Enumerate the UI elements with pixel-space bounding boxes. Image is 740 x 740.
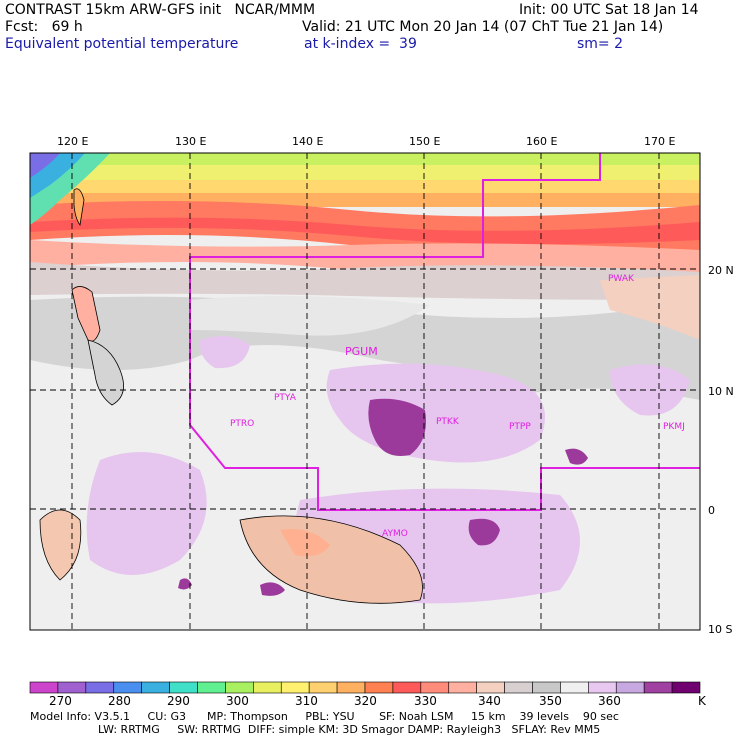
- colorbar-swatch: [113, 681, 142, 694]
- station-label: PKMJ: [663, 422, 685, 432]
- colorbar-swatch: [141, 681, 170, 694]
- station-label: AYMO: [382, 529, 408, 539]
- strong-convection: [368, 398, 426, 456]
- colorbar-swatch: [197, 681, 226, 694]
- colorbar-label: 360: [598, 694, 621, 708]
- init-time: Init: 00 UTC Sat 18 Jan 14: [519, 2, 699, 18]
- colorbar-swatch: [57, 681, 87, 694]
- colorbar-swatch: [643, 681, 673, 694]
- colorbar-swatch: [448, 681, 477, 694]
- colorbar-swatch: [588, 681, 617, 694]
- level-info: at k-index = 39: [304, 36, 417, 52]
- colorbar-label: 270: [49, 694, 72, 708]
- lat-label: 20 N: [708, 264, 734, 277]
- colorbar-label: 280: [108, 694, 131, 708]
- colorbar-swatch: [253, 681, 282, 694]
- colorbar-swatch: [615, 681, 645, 694]
- station-label: PTYA: [274, 393, 296, 403]
- colorbar-swatch: [29, 681, 59, 694]
- model-info: Model Info: V3.5.1 CU: G3 MP: Thompson P…: [30, 710, 619, 723]
- valid-time: Valid: 21 UTC Mon 20 Jan 14 (07 ChT Tue …: [302, 19, 664, 35]
- colorbar-swatch: [392, 681, 422, 694]
- colorbar-swatch: [169, 681, 198, 694]
- colorbar-swatch: [671, 681, 701, 694]
- colorbar-swatch: [532, 681, 561, 694]
- colorbar-swatch: [420, 681, 450, 694]
- colorbar-swatch: [308, 681, 338, 694]
- lat-label: 10 S: [708, 623, 733, 636]
- header-title: CONTRAST 15km ARW-GFS init NCAR/MMM: [5, 2, 316, 18]
- lat-label: 0: [708, 504, 715, 517]
- lat-label: 10 N: [708, 385, 734, 398]
- colorbar-label: 340: [478, 694, 501, 708]
- lon-label: 130 E: [175, 135, 207, 148]
- field-name: Equivalent potential temperature: [5, 36, 239, 52]
- lon-label: 120 E: [57, 135, 89, 148]
- colorbar-swatch: [280, 681, 310, 694]
- map-frame: [29, 152, 701, 631]
- colorbar-label: 320: [354, 694, 377, 708]
- forecast-hour: Fcst: 69 h: [5, 19, 83, 35]
- station-label: PGUM: [345, 345, 378, 358]
- lon-label: 160 E: [526, 135, 558, 148]
- colorbar: [29, 681, 701, 694]
- station-label: PTRO: [230, 419, 255, 429]
- colorbar-label: 290: [167, 694, 190, 708]
- colorbar-label: 330: [414, 694, 437, 708]
- colorbar-label: 300: [226, 694, 249, 708]
- colorbar-swatch: [85, 681, 115, 694]
- station-label: PWAK: [608, 274, 634, 284]
- colorbar-unit: K: [698, 694, 706, 708]
- station-label: PTKK: [436, 417, 459, 427]
- colorbar-swatch: [225, 681, 254, 694]
- lon-label: 150 E: [409, 135, 441, 148]
- colorbar-swatch: [336, 681, 366, 694]
- colorbar-label: 310: [295, 694, 318, 708]
- colorbar-swatch: [560, 681, 589, 694]
- graticule: [30, 153, 700, 630]
- colorbar-label: 350: [539, 694, 562, 708]
- station-label: PTPP: [509, 422, 531, 432]
- lon-label: 170 E: [644, 135, 676, 148]
- model-physics: LW: RRTMG SW: RRTMG DIFF: simple KM: 3D …: [98, 723, 601, 736]
- smoothing-info: sm= 2: [577, 36, 624, 52]
- colorbar-swatch: [364, 681, 394, 694]
- colorbar-swatch: [504, 681, 533, 694]
- colorbar-swatch: [476, 681, 505, 694]
- lon-label: 140 E: [292, 135, 324, 148]
